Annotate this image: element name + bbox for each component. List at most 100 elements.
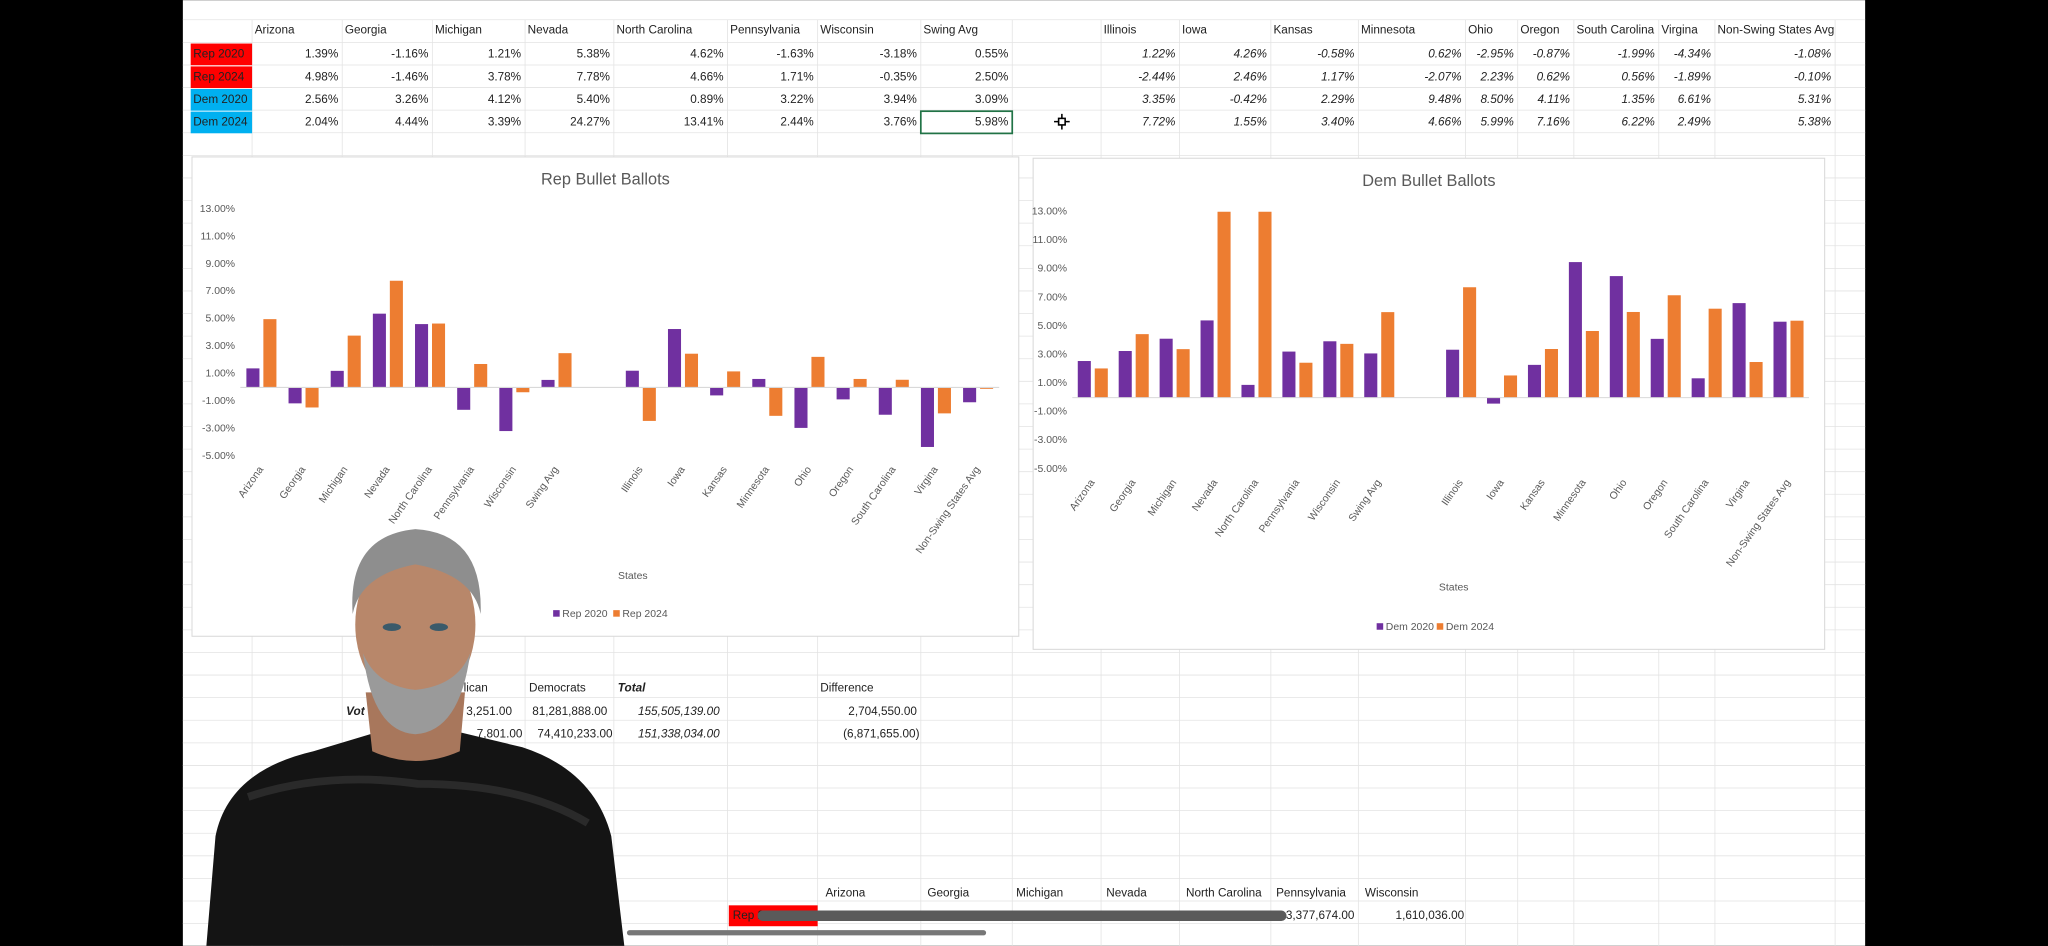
- bar: [305, 387, 319, 408]
- column-header: Virgina: [1661, 23, 1698, 36]
- bar: [667, 329, 682, 388]
- y-tick-label: -5.00%: [202, 451, 235, 462]
- bar: [1340, 343, 1354, 398]
- cell: 5.31%: [1798, 93, 1831, 106]
- cell: -0.35%: [880, 70, 918, 83]
- cell: 4.66%: [690, 70, 724, 83]
- summary-cell: 3,251.00: [466, 705, 512, 718]
- cell: -1.89%: [1674, 70, 1711, 83]
- summary-header: Total: [618, 682, 646, 695]
- bar: [288, 387, 302, 404]
- cell: 4.44%: [395, 116, 429, 129]
- cell: 3.39%: [488, 116, 522, 129]
- bar: [710, 387, 724, 396]
- column-header: South Carolina: [1576, 23, 1654, 36]
- cell: 3.22%: [780, 93, 814, 106]
- cell: 3.78%: [488, 70, 522, 83]
- cell: -0.42%: [1230, 93, 1267, 106]
- summary-cell: (6,871,655.00): [843, 727, 920, 740]
- cell: 1.55%: [1234, 116, 1267, 129]
- cell: 2.56%: [305, 93, 339, 106]
- scrollbar[interactable]: [757, 910, 1287, 921]
- bar: [1176, 349, 1190, 398]
- cell: 9.48%: [1428, 93, 1461, 106]
- column-header: Nevada: [528, 23, 569, 36]
- cell: -2.95%: [1477, 47, 1514, 60]
- chart-title: Dem Bullet Ballots: [1362, 172, 1495, 190]
- y-tick-label: 9.00%: [1037, 264, 1067, 275]
- bar: [811, 356, 825, 388]
- x-axis-label: States: [1439, 583, 1469, 594]
- cell: 6.22%: [1622, 116, 1655, 129]
- column-header: Michigan: [435, 23, 482, 36]
- cell: 7.16%: [1537, 116, 1570, 129]
- bar: [389, 280, 403, 388]
- cell: 5.99%: [1480, 116, 1513, 129]
- cell: 0.62%: [1428, 47, 1461, 60]
- legend-swatch: [613, 610, 620, 617]
- bar: [1364, 353, 1378, 398]
- bar: [246, 368, 260, 388]
- column-header: North Carolina: [616, 23, 692, 36]
- bar: [1077, 361, 1091, 398]
- bar: [1200, 320, 1214, 398]
- bar: [963, 387, 977, 403]
- summary-row-label: Vot: [346, 705, 366, 718]
- row-label: Dem 2020: [193, 93, 248, 106]
- bar: [1773, 321, 1787, 398]
- cell: 2.44%: [780, 116, 814, 129]
- bar: [516, 387, 530, 393]
- cell: -2.44%: [1138, 70, 1175, 83]
- y-tick-label: 7.00%: [1037, 292, 1067, 303]
- cell: -0.87%: [1533, 47, 1570, 60]
- cell: 4.62%: [690, 47, 724, 60]
- cell: 24.27%: [570, 116, 610, 129]
- bar: [1732, 303, 1746, 398]
- cell: 5.38%: [577, 47, 611, 60]
- column-header: Georgia: [345, 23, 387, 36]
- cell: -1.08%: [1794, 47, 1831, 60]
- cell: 5.40%: [577, 93, 611, 106]
- summary-header: Democrats: [529, 682, 586, 695]
- y-tick-label: -1.00%: [1034, 407, 1067, 418]
- bar: [1217, 211, 1231, 398]
- chart-title: Rep Bullet Ballots: [541, 171, 670, 189]
- bar: [684, 353, 699, 388]
- avatar: [206, 529, 625, 946]
- cell: 0.62%: [1537, 70, 1570, 83]
- bar: [558, 353, 572, 388]
- y-tick-label: 1.00%: [1037, 378, 1067, 389]
- legend-swatch: [1436, 623, 1444, 630]
- cell: 4.26%: [1234, 47, 1267, 60]
- column-header: Oregon: [1520, 23, 1559, 36]
- bar: [1241, 384, 1255, 398]
- bar: [432, 323, 446, 388]
- legend-label: Dem 2024: [1446, 622, 1494, 633]
- cell: 1.21%: [488, 47, 522, 60]
- bar: [980, 387, 994, 389]
- selected-cell: [919, 110, 1014, 135]
- legend-swatch: [1376, 623, 1384, 630]
- bar: [1527, 364, 1542, 398]
- bar: [1749, 362, 1763, 398]
- x-axis-label: States: [618, 571, 648, 582]
- row-label-cell: [190, 111, 253, 134]
- cell: 2.04%: [305, 116, 339, 129]
- bottom-header: North Carolina: [1186, 887, 1262, 900]
- cell: 7.72%: [1142, 116, 1175, 129]
- bar: [878, 387, 892, 415]
- y-tick-label: 3.00%: [205, 341, 235, 352]
- bar: [920, 387, 934, 447]
- cell: 4.66%: [1428, 116, 1461, 129]
- cell: 3.40%: [1321, 116, 1354, 129]
- cell: 1.35%: [1622, 93, 1655, 106]
- bar: [1708, 308, 1722, 398]
- bar: [330, 370, 344, 388]
- summary-header: Difference: [820, 682, 874, 695]
- bar: [474, 363, 488, 388]
- row-label-cell: [190, 89, 253, 111]
- cell: -1.63%: [776, 47, 814, 60]
- bar: [372, 313, 386, 388]
